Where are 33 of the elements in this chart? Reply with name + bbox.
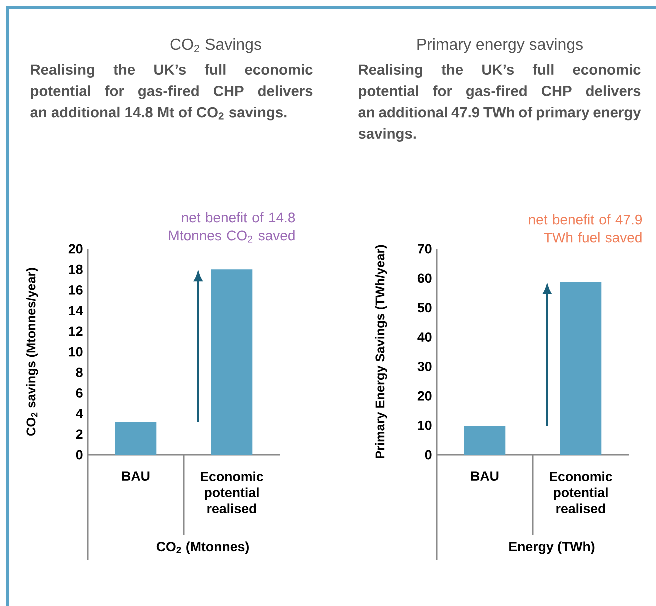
y-axis-title: CO$_{2}$ savings (Mtonnes/year) (26, 268, 38, 436)
y-tick-label: 70 (418, 244, 432, 254)
x-tick-label: BAU (122, 472, 150, 482)
chart-title: CO$_{2}$ Savings (170, 38, 262, 54)
y-tick-label: 30 (418, 362, 432, 372)
x-tick-label: Economic potential realised (201, 472, 264, 514)
y-tick-label: 0 (425, 450, 432, 460)
y-tick-label: 16 (69, 285, 83, 295)
y-tick-label: 6 (76, 388, 83, 398)
y-tick-label: 60 (418, 274, 432, 284)
y-tick-label: 14 (69, 306, 84, 316)
y-tick-label: 12 (69, 326, 83, 336)
y-tick-label: 2 (76, 430, 83, 440)
y-tick-label: 40 (418, 332, 432, 342)
text: net benefit of 47.9 TWh fuel saved (529, 214, 642, 243)
y-tick-label: 0 (76, 450, 83, 460)
chart-subtitle: Realising the UK’s full economic potential for gas-fired CHP delivers an additional 14.8 Mt of CO$_{2}$ savings. (30, 64, 313, 121)
chart-subtitle: Realising the UK’s full economic potential for gas-fired CHP delivers an additional 47.9 TWh of primary energy savings. (358, 64, 642, 142)
y-tick-label: 20 (418, 391, 432, 401)
x-axis-title: CO$_{2}$ (Mtonnes) (156, 542, 249, 554)
y-tick-label: 10 (418, 420, 432, 430)
y-tick-label: 18 (69, 264, 83, 274)
y-tick-label: 10 (69, 347, 83, 357)
x-axis-title: Energy (TWh) (510, 542, 595, 554)
y-axis-title: Primary Energy Savings (TWh/year) (375, 245, 388, 458)
y-tick-label: 50 (418, 303, 432, 313)
y-tick-label: 8 (76, 368, 83, 378)
x-tick-label: Economic potential realised (550, 472, 612, 514)
x-tick-label: BAU (471, 472, 499, 482)
y-tick-label: 20 (68, 244, 83, 254)
text: net benefit of 14.8 Mtonnes CO$_{2}$ saved (169, 212, 296, 243)
y-tick-label: 4 (76, 409, 84, 418)
chart-title: Primary energy savings (418, 38, 583, 54)
